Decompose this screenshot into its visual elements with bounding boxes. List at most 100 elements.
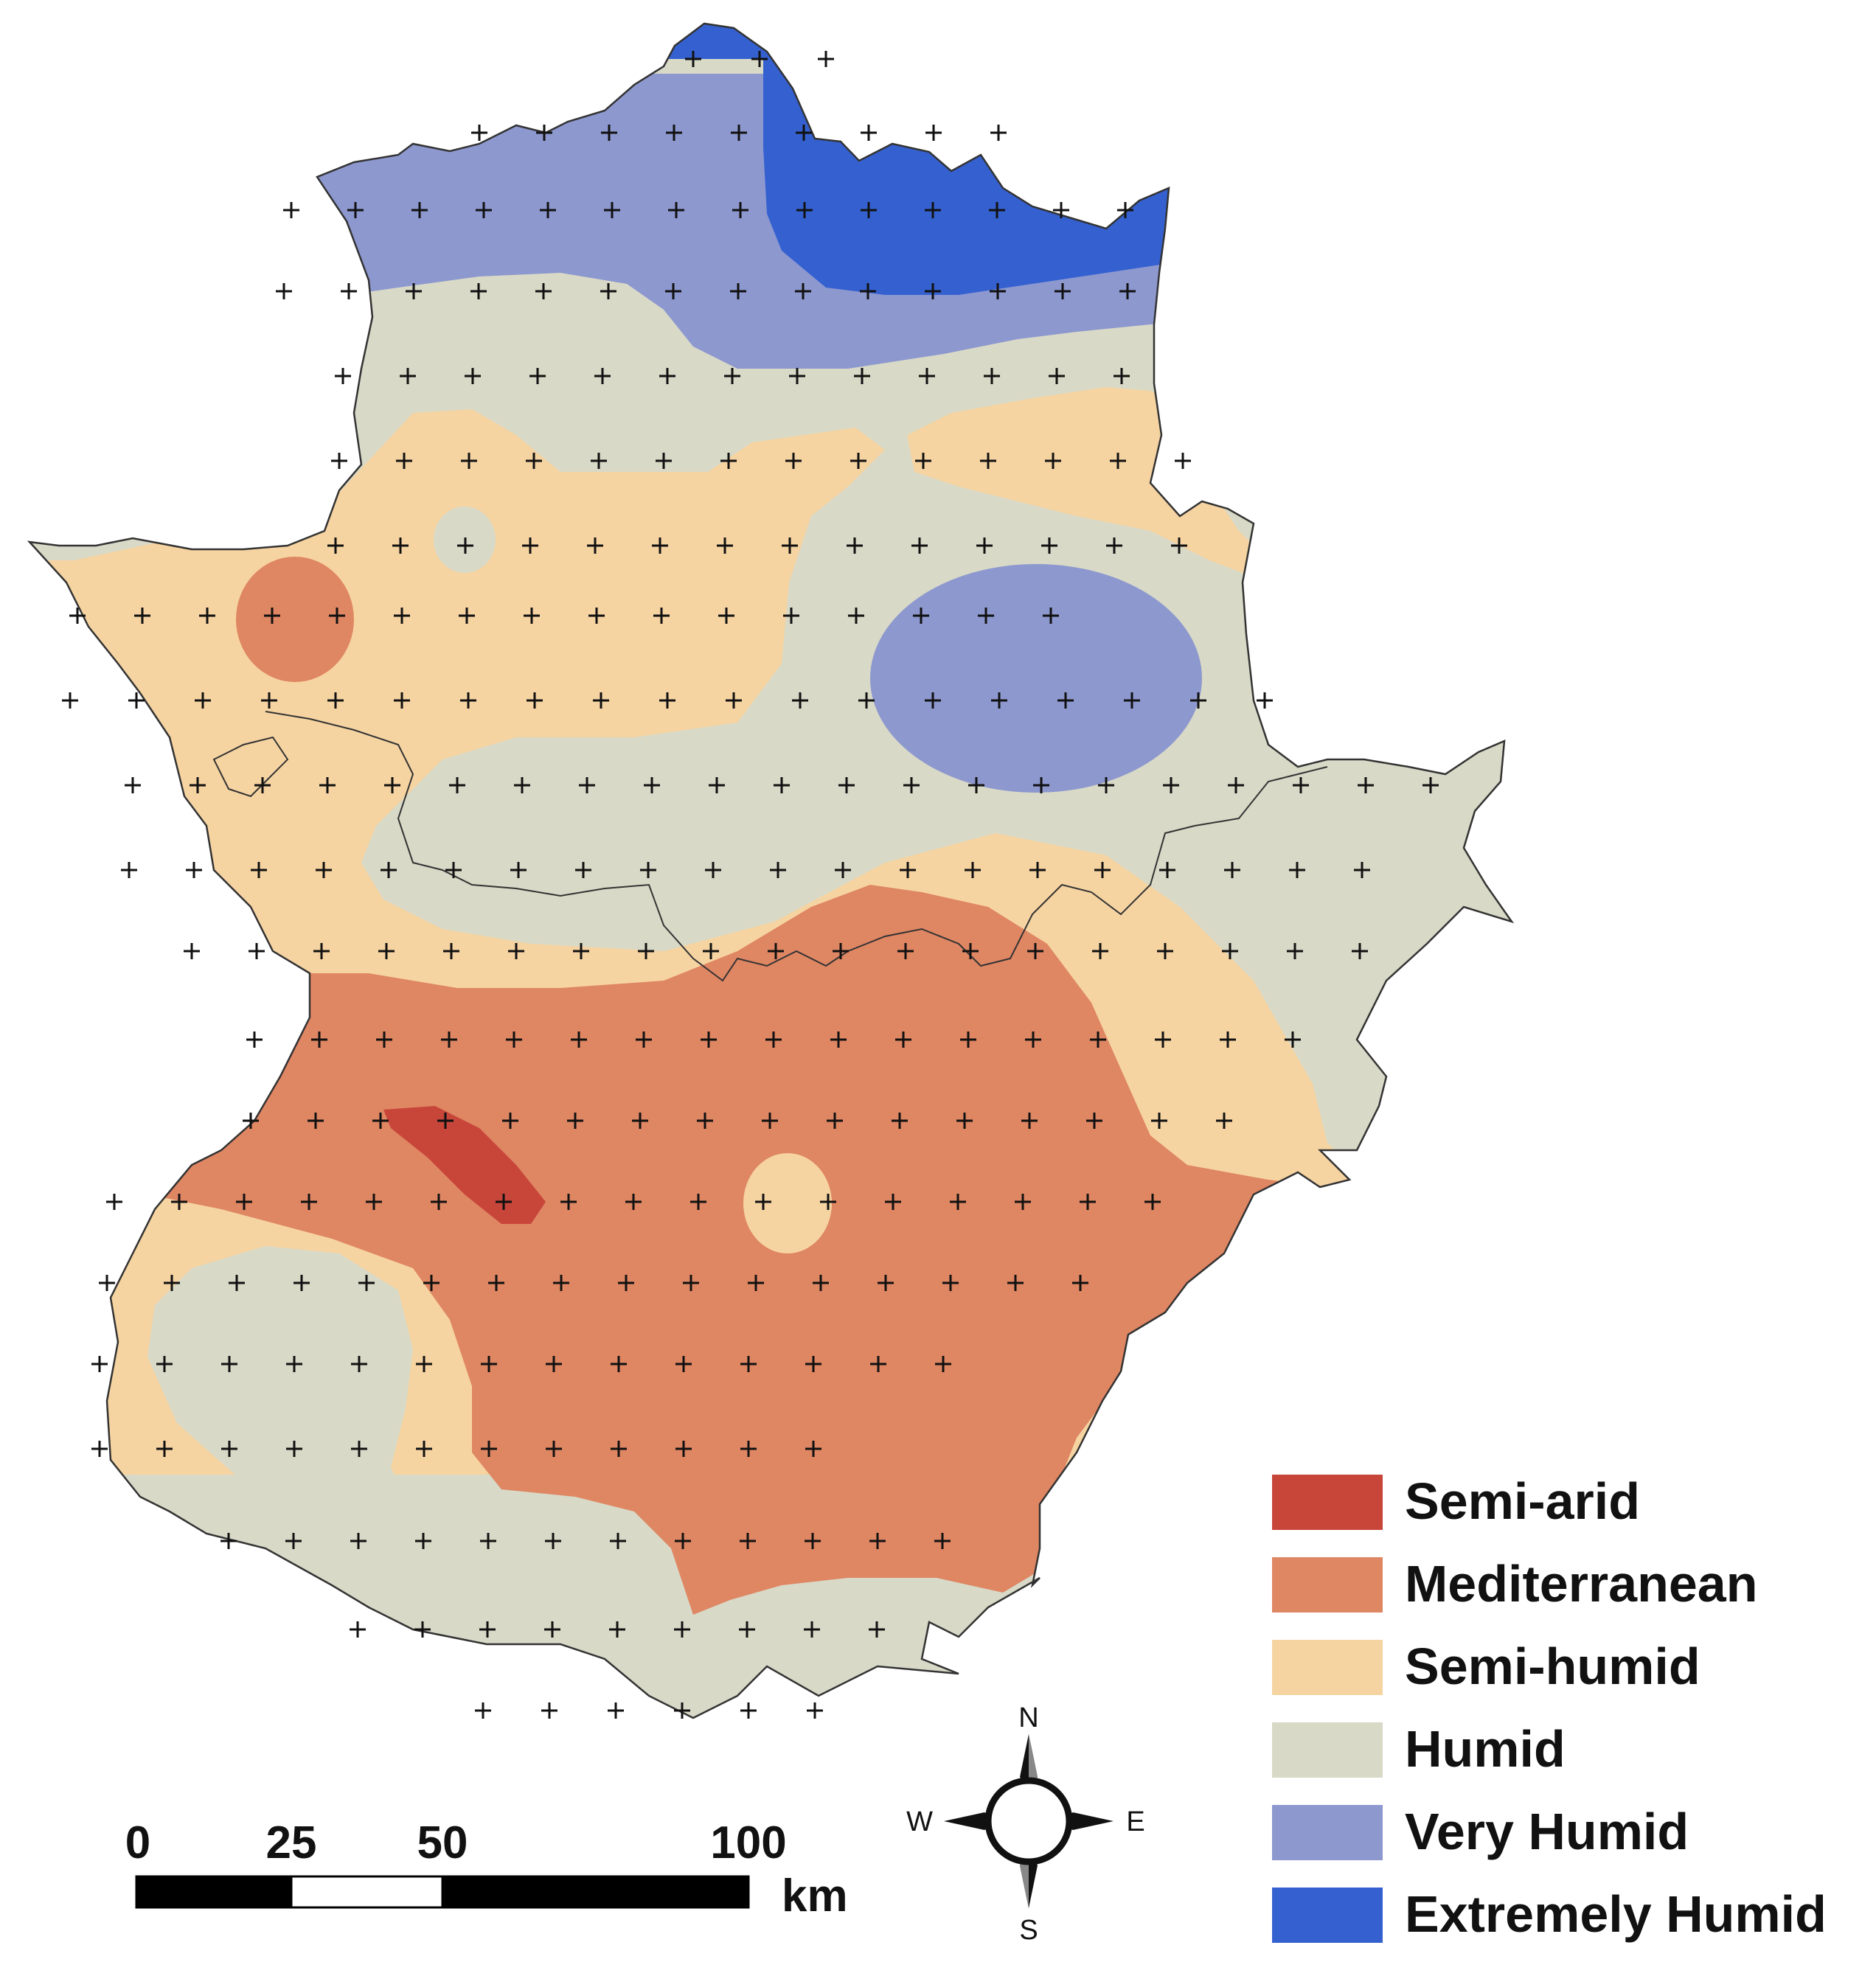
station-marker bbox=[593, 692, 609, 709]
compass-south-label: S bbox=[1019, 1915, 1038, 1946]
legend-label: Semi-humid bbox=[1405, 1638, 1700, 1695]
station-marker bbox=[319, 777, 336, 793]
province-border-west-notch bbox=[212, 736, 289, 798]
zone-semi-arid bbox=[383, 1106, 546, 1224]
station-marker bbox=[610, 1533, 626, 1549]
legend-swatch bbox=[1272, 1640, 1383, 1695]
station-marker bbox=[476, 202, 492, 218]
province-border bbox=[265, 711, 1328, 982]
station-marker bbox=[748, 1275, 764, 1291]
scale-tick-100: 100 bbox=[710, 1817, 786, 1868]
station-marker bbox=[190, 777, 206, 793]
station-marker bbox=[990, 125, 1007, 141]
station-marker bbox=[804, 1621, 820, 1638]
station-marker bbox=[246, 1032, 263, 1048]
scale-tick-25: 25 bbox=[266, 1817, 317, 1868]
station-marker bbox=[293, 1275, 310, 1291]
station-marker bbox=[186, 862, 202, 878]
station-marker bbox=[411, 202, 428, 218]
station-marker bbox=[526, 453, 542, 469]
station-marker bbox=[640, 862, 656, 878]
station-marker bbox=[1216, 1113, 1232, 1129]
zone-humid-southwest bbox=[147, 1246, 442, 1578]
station-marker bbox=[652, 538, 668, 554]
station-marker bbox=[350, 1533, 366, 1549]
station-marker bbox=[502, 1113, 518, 1129]
station-marker bbox=[573, 943, 589, 959]
station-marker bbox=[311, 1032, 327, 1048]
station-marker bbox=[313, 943, 330, 959]
station-marker bbox=[1053, 202, 1069, 218]
station-marker bbox=[423, 1275, 440, 1291]
station-marker bbox=[1057, 692, 1074, 709]
station-marker bbox=[243, 1113, 259, 1129]
station-marker bbox=[1049, 368, 1065, 384]
station-marker bbox=[1220, 1032, 1236, 1048]
station-marker bbox=[553, 1275, 569, 1291]
station-markers bbox=[62, 51, 1439, 1719]
station-marker bbox=[965, 862, 981, 878]
station-marker bbox=[869, 1621, 885, 1638]
station-marker bbox=[960, 1032, 976, 1048]
station-marker bbox=[254, 777, 271, 793]
station-marker bbox=[327, 538, 344, 554]
zone-mediterranean-south bbox=[140, 885, 1335, 1615]
station-marker bbox=[459, 608, 475, 624]
station-marker bbox=[276, 283, 292, 299]
station-marker bbox=[441, 1032, 457, 1048]
station-marker bbox=[683, 1275, 699, 1291]
station-marker bbox=[591, 453, 607, 469]
station-marker bbox=[249, 943, 265, 959]
station-marker bbox=[611, 1441, 627, 1457]
station-marker bbox=[465, 368, 481, 384]
station-marker bbox=[1117, 202, 1133, 218]
station-marker bbox=[358, 1275, 375, 1291]
station-marker bbox=[261, 692, 277, 709]
station-marker bbox=[665, 283, 681, 299]
station-marker bbox=[220, 1533, 237, 1549]
station-marker bbox=[703, 943, 719, 959]
station-marker bbox=[1072, 1275, 1088, 1291]
station-marker bbox=[571, 1032, 587, 1048]
station-marker bbox=[437, 1113, 454, 1129]
station-marker bbox=[724, 368, 740, 384]
station-marker bbox=[978, 608, 994, 624]
station-marker bbox=[384, 777, 400, 793]
station-marker bbox=[475, 1702, 491, 1719]
zone-extremely-humid-north bbox=[763, 24, 1254, 295]
station-marker bbox=[1114, 368, 1130, 384]
station-marker bbox=[372, 1113, 389, 1129]
station-marker bbox=[588, 608, 605, 624]
compass-arrow-south-light bbox=[1020, 1851, 1029, 1908]
station-marker bbox=[730, 283, 746, 299]
station-marker bbox=[976, 538, 993, 554]
station-marker bbox=[443, 943, 459, 959]
station-marker bbox=[1029, 862, 1046, 878]
station-marker bbox=[470, 283, 487, 299]
station-marker bbox=[717, 538, 733, 554]
station-marker bbox=[1222, 943, 1238, 959]
station-marker bbox=[860, 283, 876, 299]
station-marker bbox=[847, 538, 863, 554]
station-marker bbox=[347, 202, 364, 218]
scale-segment-1 bbox=[135, 1875, 293, 1909]
station-marker bbox=[1151, 1113, 1167, 1129]
station-marker bbox=[618, 1275, 634, 1291]
station-marker bbox=[962, 943, 979, 959]
zone-very-humid-east bbox=[870, 564, 1202, 793]
station-marker bbox=[835, 862, 851, 878]
station-marker bbox=[925, 125, 942, 141]
station-marker bbox=[171, 1194, 187, 1210]
station-marker bbox=[854, 368, 870, 384]
compass-east-label: E bbox=[1126, 1806, 1144, 1837]
station-marker bbox=[796, 202, 813, 218]
station-marker bbox=[221, 1441, 237, 1457]
station-marker bbox=[611, 1356, 627, 1372]
station-marker bbox=[709, 777, 725, 793]
station-marker bbox=[1007, 1275, 1024, 1291]
station-marker bbox=[394, 692, 410, 709]
station-marker bbox=[524, 608, 540, 624]
station-marker bbox=[789, 368, 805, 384]
station-marker bbox=[636, 1032, 652, 1048]
